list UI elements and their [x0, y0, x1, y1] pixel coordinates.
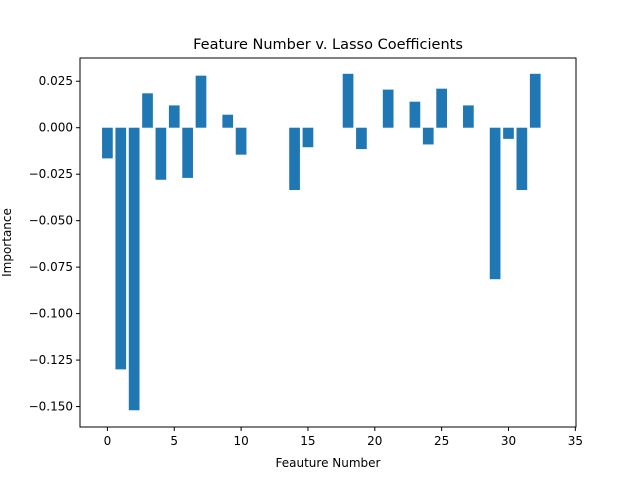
bar-feature-0 [102, 127, 113, 159]
bar-feature-21 [382, 89, 394, 128]
y-axis-title: Importance [0, 208, 14, 277]
bar-feature-4 [155, 127, 167, 180]
bar-feature-23 [409, 101, 421, 128]
bar-feature-18 [342, 73, 354, 128]
x-tick-label: 35 [568, 434, 583, 448]
x-tick-label: 0 [104, 434, 112, 448]
bar-feature-14 [289, 127, 300, 190]
y-tick-label: −0.075 [29, 260, 73, 274]
bar-feature-32 [529, 73, 541, 128]
bar-feature-31 [516, 127, 528, 190]
bars [102, 73, 541, 411]
bar-feature-15 [302, 127, 314, 148]
y-tick-label: 0.025 [39, 74, 73, 88]
y-tick-label: −0.050 [29, 214, 73, 228]
bar-feature-29 [489, 127, 501, 280]
y-tick-label: −0.125 [29, 353, 73, 367]
bar-feature-19 [356, 127, 367, 150]
x-axis-ticks: 0 5 10 15 20 25 30 35 [104, 427, 583, 448]
bar-feature-30 [503, 127, 514, 139]
bar-feature-6 [182, 127, 193, 178]
bar-feature-2 [128, 127, 140, 411]
x-tick-label: 25 [434, 434, 449, 448]
x-tick-label: 5 [170, 434, 178, 448]
x-tick-label: 15 [300, 434, 315, 448]
y-tick-label: −0.025 [29, 167, 73, 181]
x-tick-label: 30 [501, 434, 516, 448]
chart-title: Feature Number v. Lasso Coefficients [193, 37, 463, 53]
plot-frame [79, 57, 577, 428]
bar-feature-9 [222, 114, 234, 128]
bar-feature-5 [168, 105, 180, 128]
bar-feature-3 [142, 93, 153, 128]
bar-feature-1 [115, 127, 127, 370]
y-tick-label: −0.150 [29, 400, 73, 414]
bar-feature-7 [195, 75, 207, 128]
bar-feature-25 [436, 88, 447, 128]
y-tick-label: 0.000 [39, 121, 73, 135]
y-tick-label: −0.100 [29, 307, 73, 321]
y-axis-ticks: 0.025 0.000 −0.025 −0.050 −0.075 −0.100 −0.125… [29, 74, 80, 414]
x-tick-label: 10 [233, 434, 248, 448]
bar-feature-24 [422, 127, 434, 145]
bar-feature-27 [463, 105, 474, 128]
x-axis-title: Feauture Number [276, 456, 381, 470]
x-tick-label: 20 [367, 434, 382, 448]
bar-feature-10 [235, 127, 247, 155]
